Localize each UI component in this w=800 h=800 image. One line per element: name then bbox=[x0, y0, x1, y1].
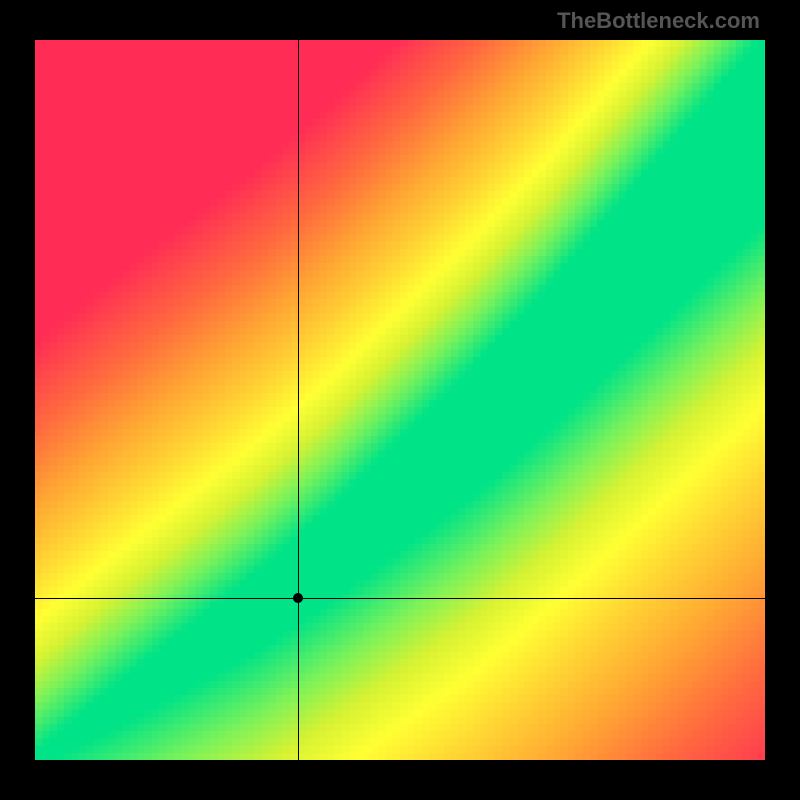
heatmap-plot bbox=[35, 40, 765, 760]
heatmap-canvas bbox=[35, 40, 765, 760]
crosshair-marker bbox=[293, 593, 303, 603]
attribution-text: TheBottleneck.com bbox=[557, 8, 760, 34]
crosshair-horizontal bbox=[35, 598, 765, 599]
crosshair-vertical bbox=[298, 40, 299, 760]
